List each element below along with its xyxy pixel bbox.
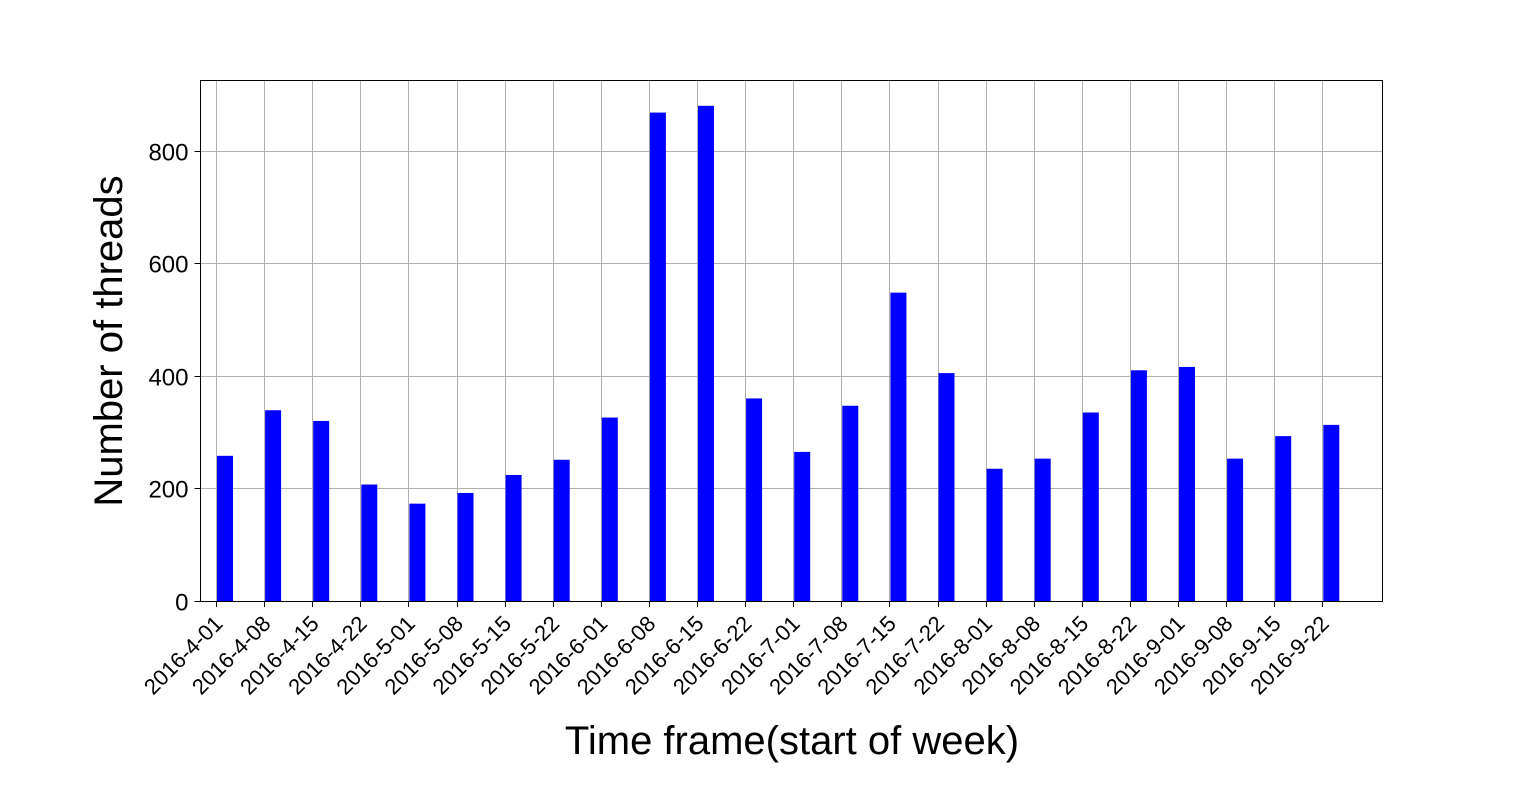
bar: [1034, 458, 1051, 601]
bar: [794, 451, 811, 601]
bar: [1323, 424, 1340, 601]
bar: [1275, 436, 1292, 601]
bar: [265, 410, 282, 601]
grid-layer: [200, 80, 1383, 602]
bar: [698, 105, 714, 601]
y-tick-label: 200: [148, 477, 188, 504]
bar: [986, 468, 1003, 601]
bar: [1227, 458, 1244, 601]
bar: [1082, 412, 1099, 601]
bar: [890, 292, 907, 601]
y-axis-title: Number of threads: [87, 175, 131, 506]
bar: [842, 405, 859, 601]
y-tick-label: 800: [148, 140, 188, 167]
y-tick-label: 400: [148, 365, 188, 392]
y-axis: 0 200 400 600 800: [148, 140, 201, 617]
bar: [746, 398, 763, 601]
bars-layer: [217, 105, 1340, 602]
bar: [361, 484, 378, 601]
bar: [1130, 370, 1147, 601]
bar: [457, 492, 474, 601]
bar: [313, 420, 330, 601]
x-axis: 2016-4-012016-4-082016-4-152016-4-222016…: [139, 601, 1334, 699]
plot-frame: [200, 80, 1383, 602]
bar: [601, 417, 618, 601]
bar: [1179, 366, 1195, 601]
y-tick-label: 0: [175, 590, 188, 617]
x-axis-title: Time frame(start of week): [565, 719, 1019, 763]
bar: [938, 373, 955, 601]
bar: [217, 455, 233, 601]
bar: [409, 503, 426, 601]
bar: [649, 112, 666, 602]
bar: [505, 474, 522, 601]
bar: [553, 459, 570, 601]
y-tick-label: 600: [148, 252, 188, 279]
